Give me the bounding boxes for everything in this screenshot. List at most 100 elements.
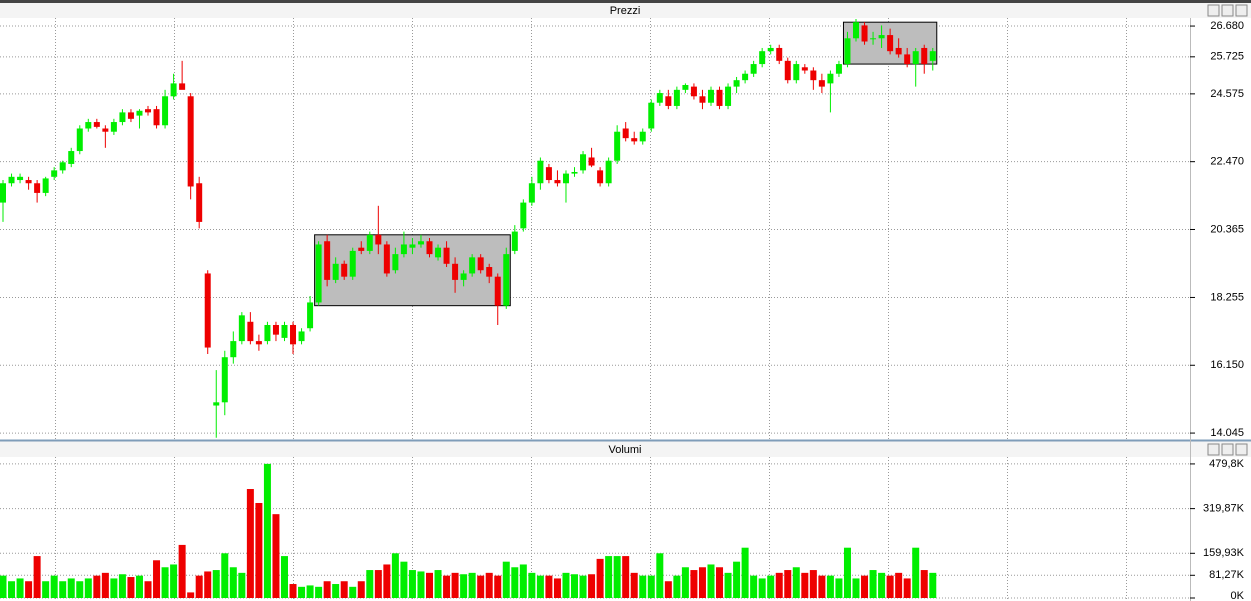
candle-body: [767, 47, 774, 52]
candle-body: [750, 64, 757, 74]
volume-bar: [826, 575, 834, 598]
minimize-button[interactable]: [1207, 4, 1220, 17]
maximize-button[interactable]: [1221, 4, 1234, 17]
candle-body: [25, 180, 32, 184]
candle-body: [460, 273, 467, 280]
volume-bar: [545, 575, 553, 598]
candle-body: [929, 51, 936, 61]
volume-bar: [383, 564, 391, 598]
candle-body: [759, 51, 766, 65]
volume-bar: [801, 572, 809, 598]
candle-body: [272, 324, 279, 335]
volume-bar: [451, 572, 459, 598]
candle-body: [580, 154, 587, 171]
volume-bar: [400, 561, 408, 598]
candle-body: [315, 244, 322, 303]
candle-body: [682, 85, 689, 90]
volume-bar: [792, 567, 800, 598]
volume-bar: [485, 572, 493, 598]
candle-body: [503, 254, 510, 306]
candle-body: [511, 231, 518, 251]
candle-body: [366, 234, 373, 251]
volume-bar: [528, 572, 536, 598]
volume-bar: [494, 575, 502, 598]
candle-body: [699, 96, 706, 103]
volume-bar: [741, 547, 749, 598]
candle-body: [742, 73, 749, 81]
candle-body: [110, 122, 117, 132]
volume-bar: [42, 581, 50, 598]
minimize-button[interactable]: [1207, 443, 1220, 456]
volume-bar: [750, 575, 758, 598]
candle-body: [42, 178, 49, 193]
volume-bar: [809, 570, 817, 598]
volume-bar: [639, 575, 647, 598]
volume-bar: [289, 584, 297, 598]
candle-body: [392, 254, 399, 271]
volume-bar: [135, 575, 143, 598]
candle-body: [145, 109, 152, 113]
candle-body: [383, 244, 390, 274]
y-tick-label: 14.045: [1210, 427, 1244, 439]
volume-bar: [50, 575, 58, 598]
volume-bar: [536, 575, 544, 598]
candle-body: [358, 247, 365, 251]
time-grid: [55, 18, 1127, 601]
candle-body: [51, 170, 58, 177]
candle-body: [887, 35, 894, 52]
candle-body: [562, 173, 569, 184]
maximize-button[interactable]: [1221, 443, 1234, 456]
volume-bar: [818, 575, 826, 598]
candle-body: [648, 102, 655, 129]
candle-body: [435, 247, 442, 258]
candle-body: [119, 112, 126, 123]
volume-bar: [118, 574, 126, 598]
candle-body: [895, 47, 902, 55]
candle-body: [8, 176, 15, 184]
candle-body: [494, 276, 501, 306]
window-buttons[interactable]: [1207, 4, 1248, 456]
volume-bar: [315, 586, 323, 598]
candle-body: [776, 47, 783, 61]
candle-body: [93, 122, 100, 127]
candle-body: [417, 241, 424, 245]
candle-body: [68, 151, 75, 164]
volume-bar: [758, 578, 766, 598]
volume-bar: [332, 584, 340, 598]
candle-body: [673, 89, 680, 106]
candle-body: [801, 67, 808, 71]
candle-body: [255, 341, 262, 345]
candle-body: [639, 131, 646, 142]
candle-body: [179, 83, 186, 90]
candle-body: [622, 128, 629, 139]
volume-bar: [161, 567, 169, 598]
candle-body: [545, 167, 552, 181]
volume-bar: [67, 578, 75, 598]
volume-bar: [110, 578, 118, 598]
volume-bar: [357, 581, 365, 598]
candle-body: [844, 38, 851, 65]
candle-body: [733, 80, 740, 87]
volume-bar: [323, 581, 331, 598]
candle-body: [452, 263, 459, 280]
candle-body: [34, 183, 41, 193]
volume-bar: [656, 553, 664, 598]
volume-bar: [861, 575, 869, 598]
y-tick-label: 24.575: [1210, 88, 1244, 100]
volume-bar: [238, 572, 246, 598]
panel-title: Prezzi: [610, 5, 641, 17]
volume-bar: [195, 575, 203, 598]
close-button[interactable]: [1235, 4, 1248, 17]
candle-body: [725, 86, 732, 106]
volume-bar: [25, 581, 33, 598]
candle-body: [443, 247, 450, 264]
y-tick-label: 81,27K: [1209, 569, 1245, 581]
volume-bar: [246, 489, 254, 598]
candle-body: [605, 160, 612, 184]
close-button[interactable]: [1235, 443, 1248, 456]
volume-bar: [605, 556, 613, 598]
volume-bar: [869, 570, 877, 598]
volume-bar: [443, 575, 451, 598]
candle-body: [861, 25, 868, 42]
